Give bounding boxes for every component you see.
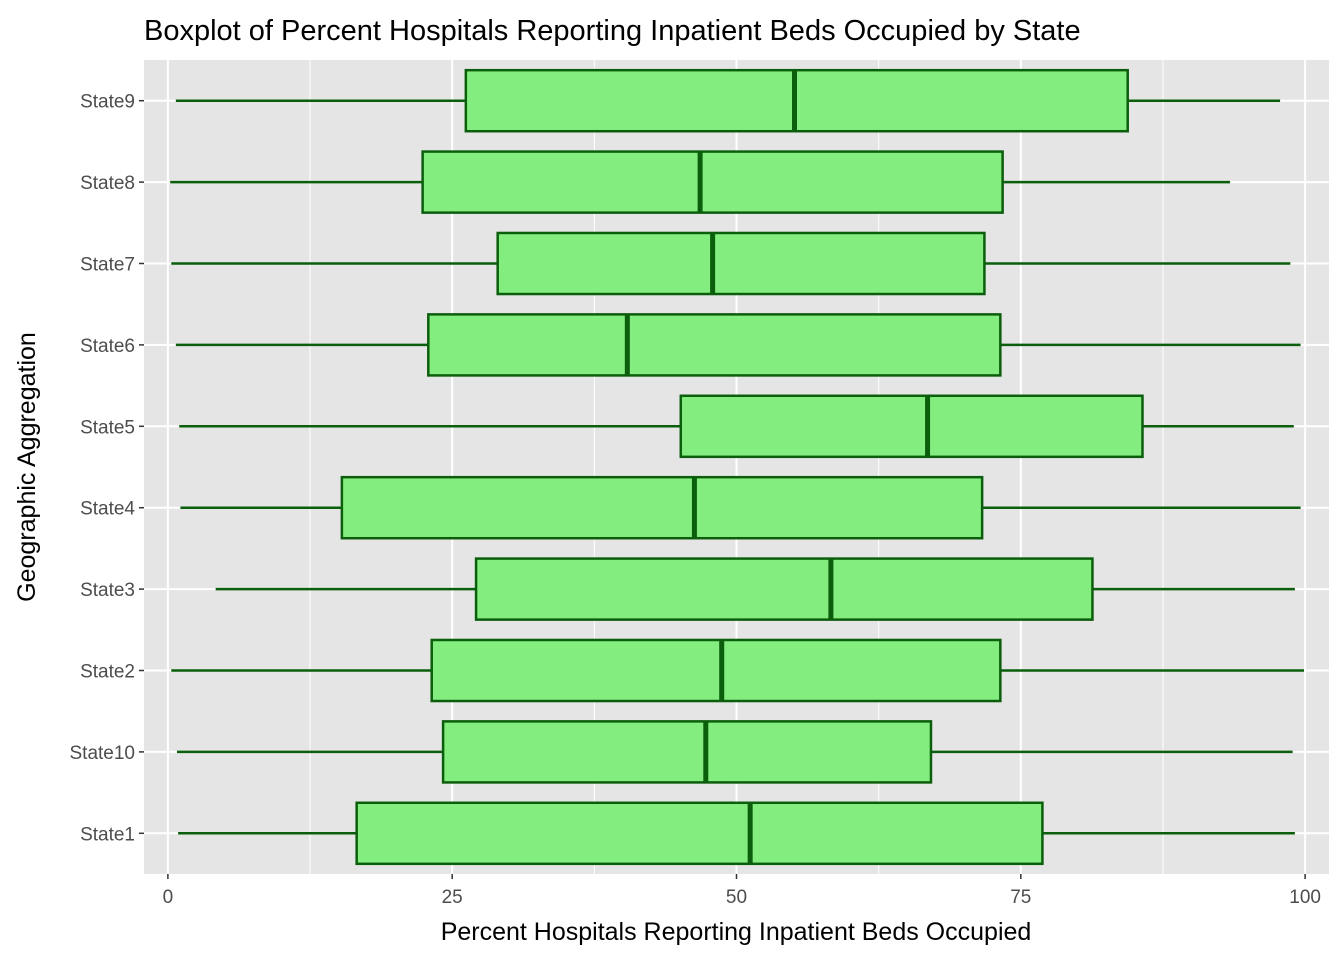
y-tick-label: State1 [80, 824, 135, 845]
box-state6 [175, 313, 1301, 377]
x-tick-label: 0 [163, 887, 174, 908]
box-iqr [430, 638, 1002, 703]
x-tick-label: 25 [442, 887, 463, 908]
box-iqr [421, 150, 1004, 214]
y-tick-label: State9 [80, 92, 135, 113]
box-iqr [427, 313, 1002, 377]
y-tick-label: State6 [80, 336, 135, 357]
y-tick-label: State2 [80, 662, 135, 683]
box-state1 [178, 801, 1295, 866]
box-state4 [180, 475, 1301, 540]
box-state5 [179, 394, 1294, 459]
boxes [170, 68, 1304, 866]
box-iqr [679, 394, 1144, 459]
box-iqr [441, 720, 933, 784]
box-state7 [171, 231, 1291, 296]
y-tick-label: State10 [70, 743, 136, 764]
box-iqr [474, 557, 1094, 621]
box-state9 [175, 68, 1281, 133]
y-tick-label: State5 [80, 417, 135, 438]
box-state2 [171, 638, 1304, 703]
box-state10 [176, 720, 1293, 784]
y-axis: State1 State10 State2 State3 State4 State5 Sta… [70, 92, 144, 845]
box-state3 [215, 557, 1295, 621]
box-iqr [355, 801, 1044, 866]
x-axis-title: Percent Hospitals Reporting Inpatient Be… [441, 918, 1032, 946]
y-axis-title: Geographic Aggregation [13, 332, 41, 602]
x-axis: 0 25 50 75 100 [163, 874, 1321, 908]
chart-title: Boxplot of Percent Hospitals Reporting I… [144, 15, 1081, 47]
y-tick-label: State3 [80, 580, 135, 601]
box-iqr [496, 231, 986, 296]
box-iqr [340, 475, 984, 540]
y-tick-label: State8 [80, 173, 135, 194]
y-tick-label: State7 [80, 255, 135, 276]
x-tick-label: 50 [726, 887, 747, 908]
x-tick-label: 100 [1289, 887, 1321, 908]
y-tick-label: State4 [80, 499, 135, 520]
x-tick-label: 75 [1010, 887, 1031, 908]
box-state8 [170, 150, 1231, 214]
